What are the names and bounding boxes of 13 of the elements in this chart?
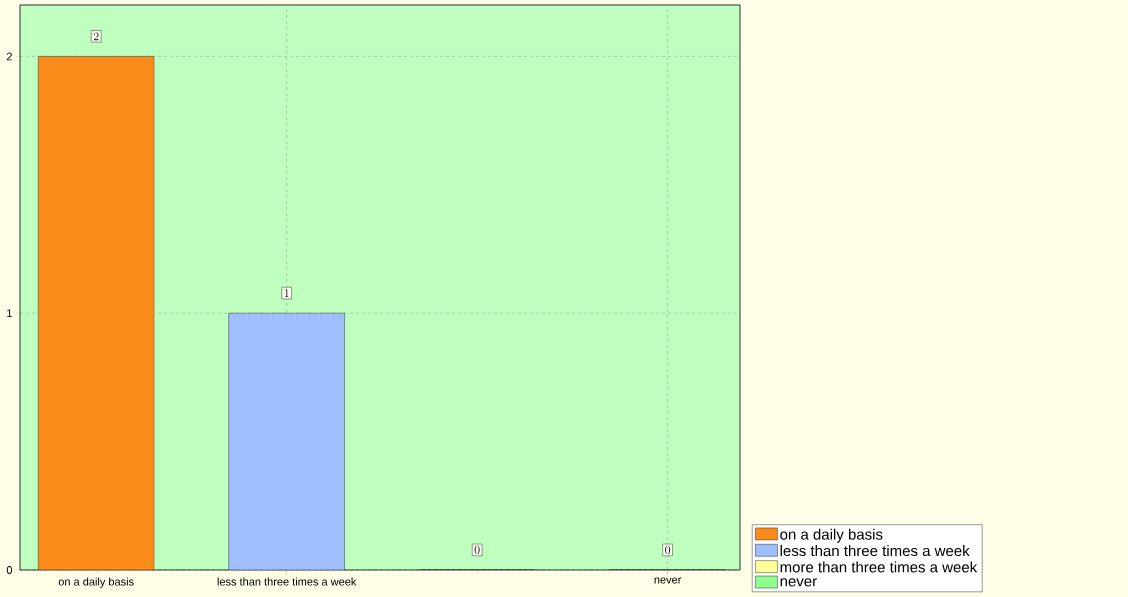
y-tick-label: 0 <box>6 566 13 574</box>
legend-label: less than three times a week <box>780 545 970 557</box>
y-tick-label: 2 <box>6 52 12 61</box>
x-tick-label: never <box>654 577 682 584</box>
legend-label: more than three times a week <box>780 561 978 573</box>
legend-label: on a daily basis <box>780 528 883 543</box>
data-label: 0 <box>474 545 480 555</box>
data-label: 0 <box>665 545 671 555</box>
x-tick-label: less than three times a week <box>217 577 357 586</box>
data-label: 2 <box>93 32 99 41</box>
x-tick-label: on a daily basis <box>58 577 134 588</box>
data-label: 1 <box>284 288 289 297</box>
y-tick-label: 1 <box>7 309 12 317</box>
